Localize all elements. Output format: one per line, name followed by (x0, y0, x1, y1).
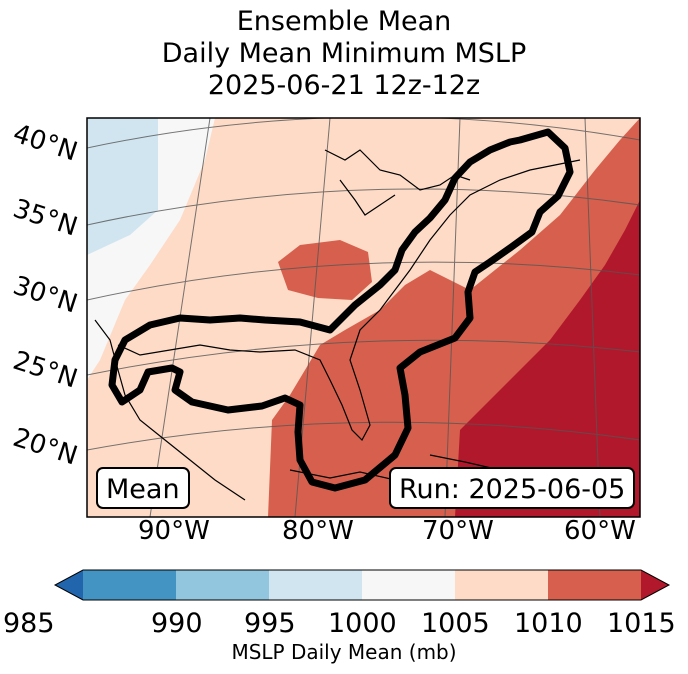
title-line-3: 2025-06-21 12z-12z (207, 70, 481, 101)
colorbar-tick-995: 995 (244, 608, 296, 639)
mode-label-box: Mean (96, 467, 190, 509)
colorbar-segment (455, 570, 548, 600)
pressure-field-above-1015 (455, 200, 640, 517)
map-panel (87, 118, 640, 517)
colorbar-segment (176, 570, 269, 600)
lon-label-90: 90°W (138, 516, 210, 546)
map-frame (86, 117, 641, 518)
colorbar-tick-985: 985 (3, 608, 55, 639)
pressure-field-midwest-blob (278, 240, 372, 300)
colorbar-segment (548, 570, 641, 600)
colorbar-segment (362, 570, 455, 600)
colorbar-tick-1000: 1000 (328, 608, 397, 639)
lon-label-80: 80°W (282, 516, 354, 546)
title-line-1: Ensemble Mean (236, 6, 452, 37)
colorbar-tick-990: 990 (151, 608, 203, 639)
colorbar-tick-1010: 1010 (514, 608, 583, 639)
colorbar-segment (269, 570, 362, 600)
colorbar (53, 569, 671, 601)
title-line-2: Daily Mean Minimum MSLP (161, 38, 527, 69)
coastlines (94, 149, 581, 501)
lon-label-60: 60°W (564, 516, 636, 546)
lon-label-70: 70°W (422, 516, 494, 546)
colorbar-extend-high (641, 570, 669, 600)
colorbar-label: MSLP Daily Mean (mb) (231, 640, 457, 664)
colorbar-outline (53, 569, 671, 601)
colorbar-extend-low (55, 570, 83, 600)
run-label-box: Run: 2025-06-05 (389, 467, 636, 509)
colorbar-segment (83, 570, 176, 600)
colorbar-tick-1005: 1005 (421, 608, 490, 639)
region-outline (108, 128, 574, 492)
colorbar-tick-1015: 1015 (607, 608, 676, 639)
